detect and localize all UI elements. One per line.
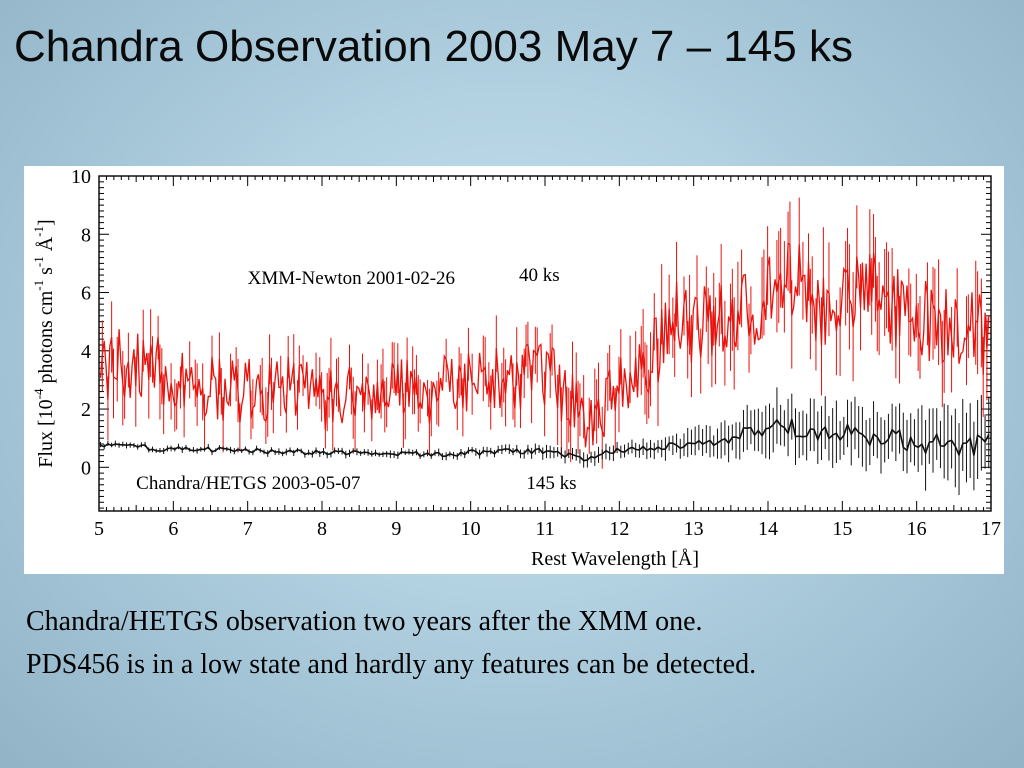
x-tick-label: 17 [981,518,1001,540]
x-tick-label: 7 [243,518,253,540]
x-tick-label: 6 [168,518,178,540]
slide-title: Chandra Observation 2003 May 7 – 145 ks [14,22,853,71]
x-tick-label: 15 [832,518,852,540]
tick-labels: 5 6 7 8 9 10 11 12 13 14 15 16 17 0 2 4 6 8 10 [71,166,1001,540]
y-tick-label: 6 [81,283,91,305]
y-tick-label: 8 [81,224,91,246]
y-axis-label: Flux [10-4 photons cm-1 s-1 Å-1] [31,219,57,467]
x-tick-label: 13 [684,518,704,540]
slide-caption: Chandra/HETGS observation two years afte… [26,600,1006,686]
x-tick-label: 8 [317,518,327,540]
x-tick-label: 16 [907,518,927,540]
x-axis-label: Rest Wavelength [Å] [531,548,699,570]
y-tick-label: 2 [81,399,91,421]
x-tick-label: 14 [758,518,778,540]
x-tick-label: 11 [535,518,554,540]
series-xmm [99,197,990,469]
y-tick-label: 10 [71,166,91,188]
x-tick-label: 12 [609,518,629,540]
y-tick-label: 0 [81,457,91,479]
chart-panel: 5 6 7 8 9 10 11 12 13 14 15 16 17 0 2 4 6 8 10 Rest Wavele… [24,166,1004,574]
series-line [99,242,990,448]
plot-frame [98,175,992,512]
series-line [100,418,990,462]
x-tick-label: 9 [391,518,401,540]
chart-annotation: 145 ks [526,473,576,494]
series-chandra [99,387,990,495]
x-tick-label: 10 [461,518,481,540]
chart-annotation: 40 ks [519,265,560,286]
spectrum-chart: 5 6 7 8 9 10 11 12 13 14 15 16 17 0 2 4 6 8 10 Rest Wavele… [31,166,1001,570]
caption-line-1: Chandra/HETGS observation two years afte… [26,606,703,637]
chart-annotation: Chandra/HETGS 2003-05-07 [136,473,360,494]
chart-annotation: XMM-Newton 2001-02-26 [248,268,455,289]
chart-annotations: XMM-Newton 2001-02-26 40 ks Chandra/HETGS … [136,265,576,494]
x-tick-label: 5 [94,518,104,540]
series-layer [99,197,990,495]
y-tick-label: 4 [81,341,91,363]
caption-line-2: PDS456 is in a low state and hardly any … [26,649,757,680]
